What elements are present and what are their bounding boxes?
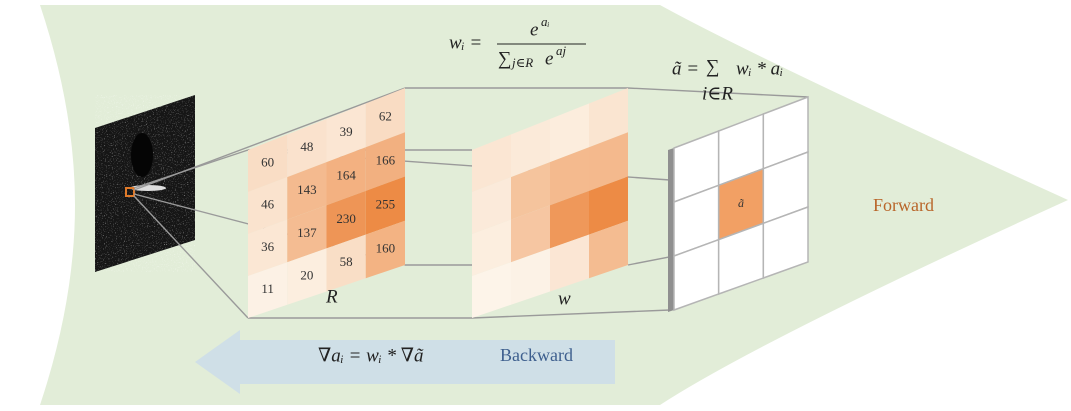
cell-value: 39 (340, 124, 353, 139)
cell-value: 48 (300, 139, 313, 154)
grid-r-label: R (325, 286, 338, 307)
cell-value: 20 (300, 268, 313, 283)
cell-value: 164 (336, 167, 356, 182)
formula-lhs: wᵢ = (449, 32, 482, 53)
pooling-rhs: wᵢ * aᵢ (736, 58, 783, 79)
formula-sum-sub: j∈R (510, 55, 533, 70)
gradient-formula: ∇aᵢ = wᵢ * ∇ã (318, 345, 424, 366)
forward-label: Forward (873, 195, 934, 215)
cell-value: 137 (297, 225, 317, 240)
output-frame (668, 148, 674, 312)
formula-numerator-exp: aᵢ (541, 14, 550, 29)
pooling-lhs: ã = (672, 58, 699, 79)
output-center-label: ã (738, 196, 744, 210)
cell-value: 255 (376, 197, 396, 212)
formula-denominator: e (545, 48, 553, 69)
cell-value: 58 (340, 254, 353, 269)
formula-denominator-exp: aj (556, 43, 567, 58)
pooling-sum: ∑ (706, 56, 720, 77)
pooling-sum-sub: i∈R (702, 83, 733, 104)
cell-value: 62 (379, 109, 392, 124)
cell-value: 143 (297, 182, 317, 197)
formula-sum: ∑ (498, 48, 512, 69)
grid-w-label: w (558, 288, 571, 309)
cell-value: 36 (261, 239, 275, 254)
cell-value: 160 (376, 241, 396, 256)
cell-value: 230 (336, 211, 356, 226)
image-shadow (131, 133, 153, 177)
backward-label: Backward (500, 345, 573, 365)
diagram: 604839624614316416636137230255112058160 … (0, 0, 1071, 411)
formula-numerator: e (530, 19, 538, 40)
cell-value: 60 (261, 154, 274, 169)
cell-value: 11 (261, 281, 274, 296)
cell-value: 166 (376, 153, 396, 168)
cell-value: 46 (261, 197, 275, 212)
